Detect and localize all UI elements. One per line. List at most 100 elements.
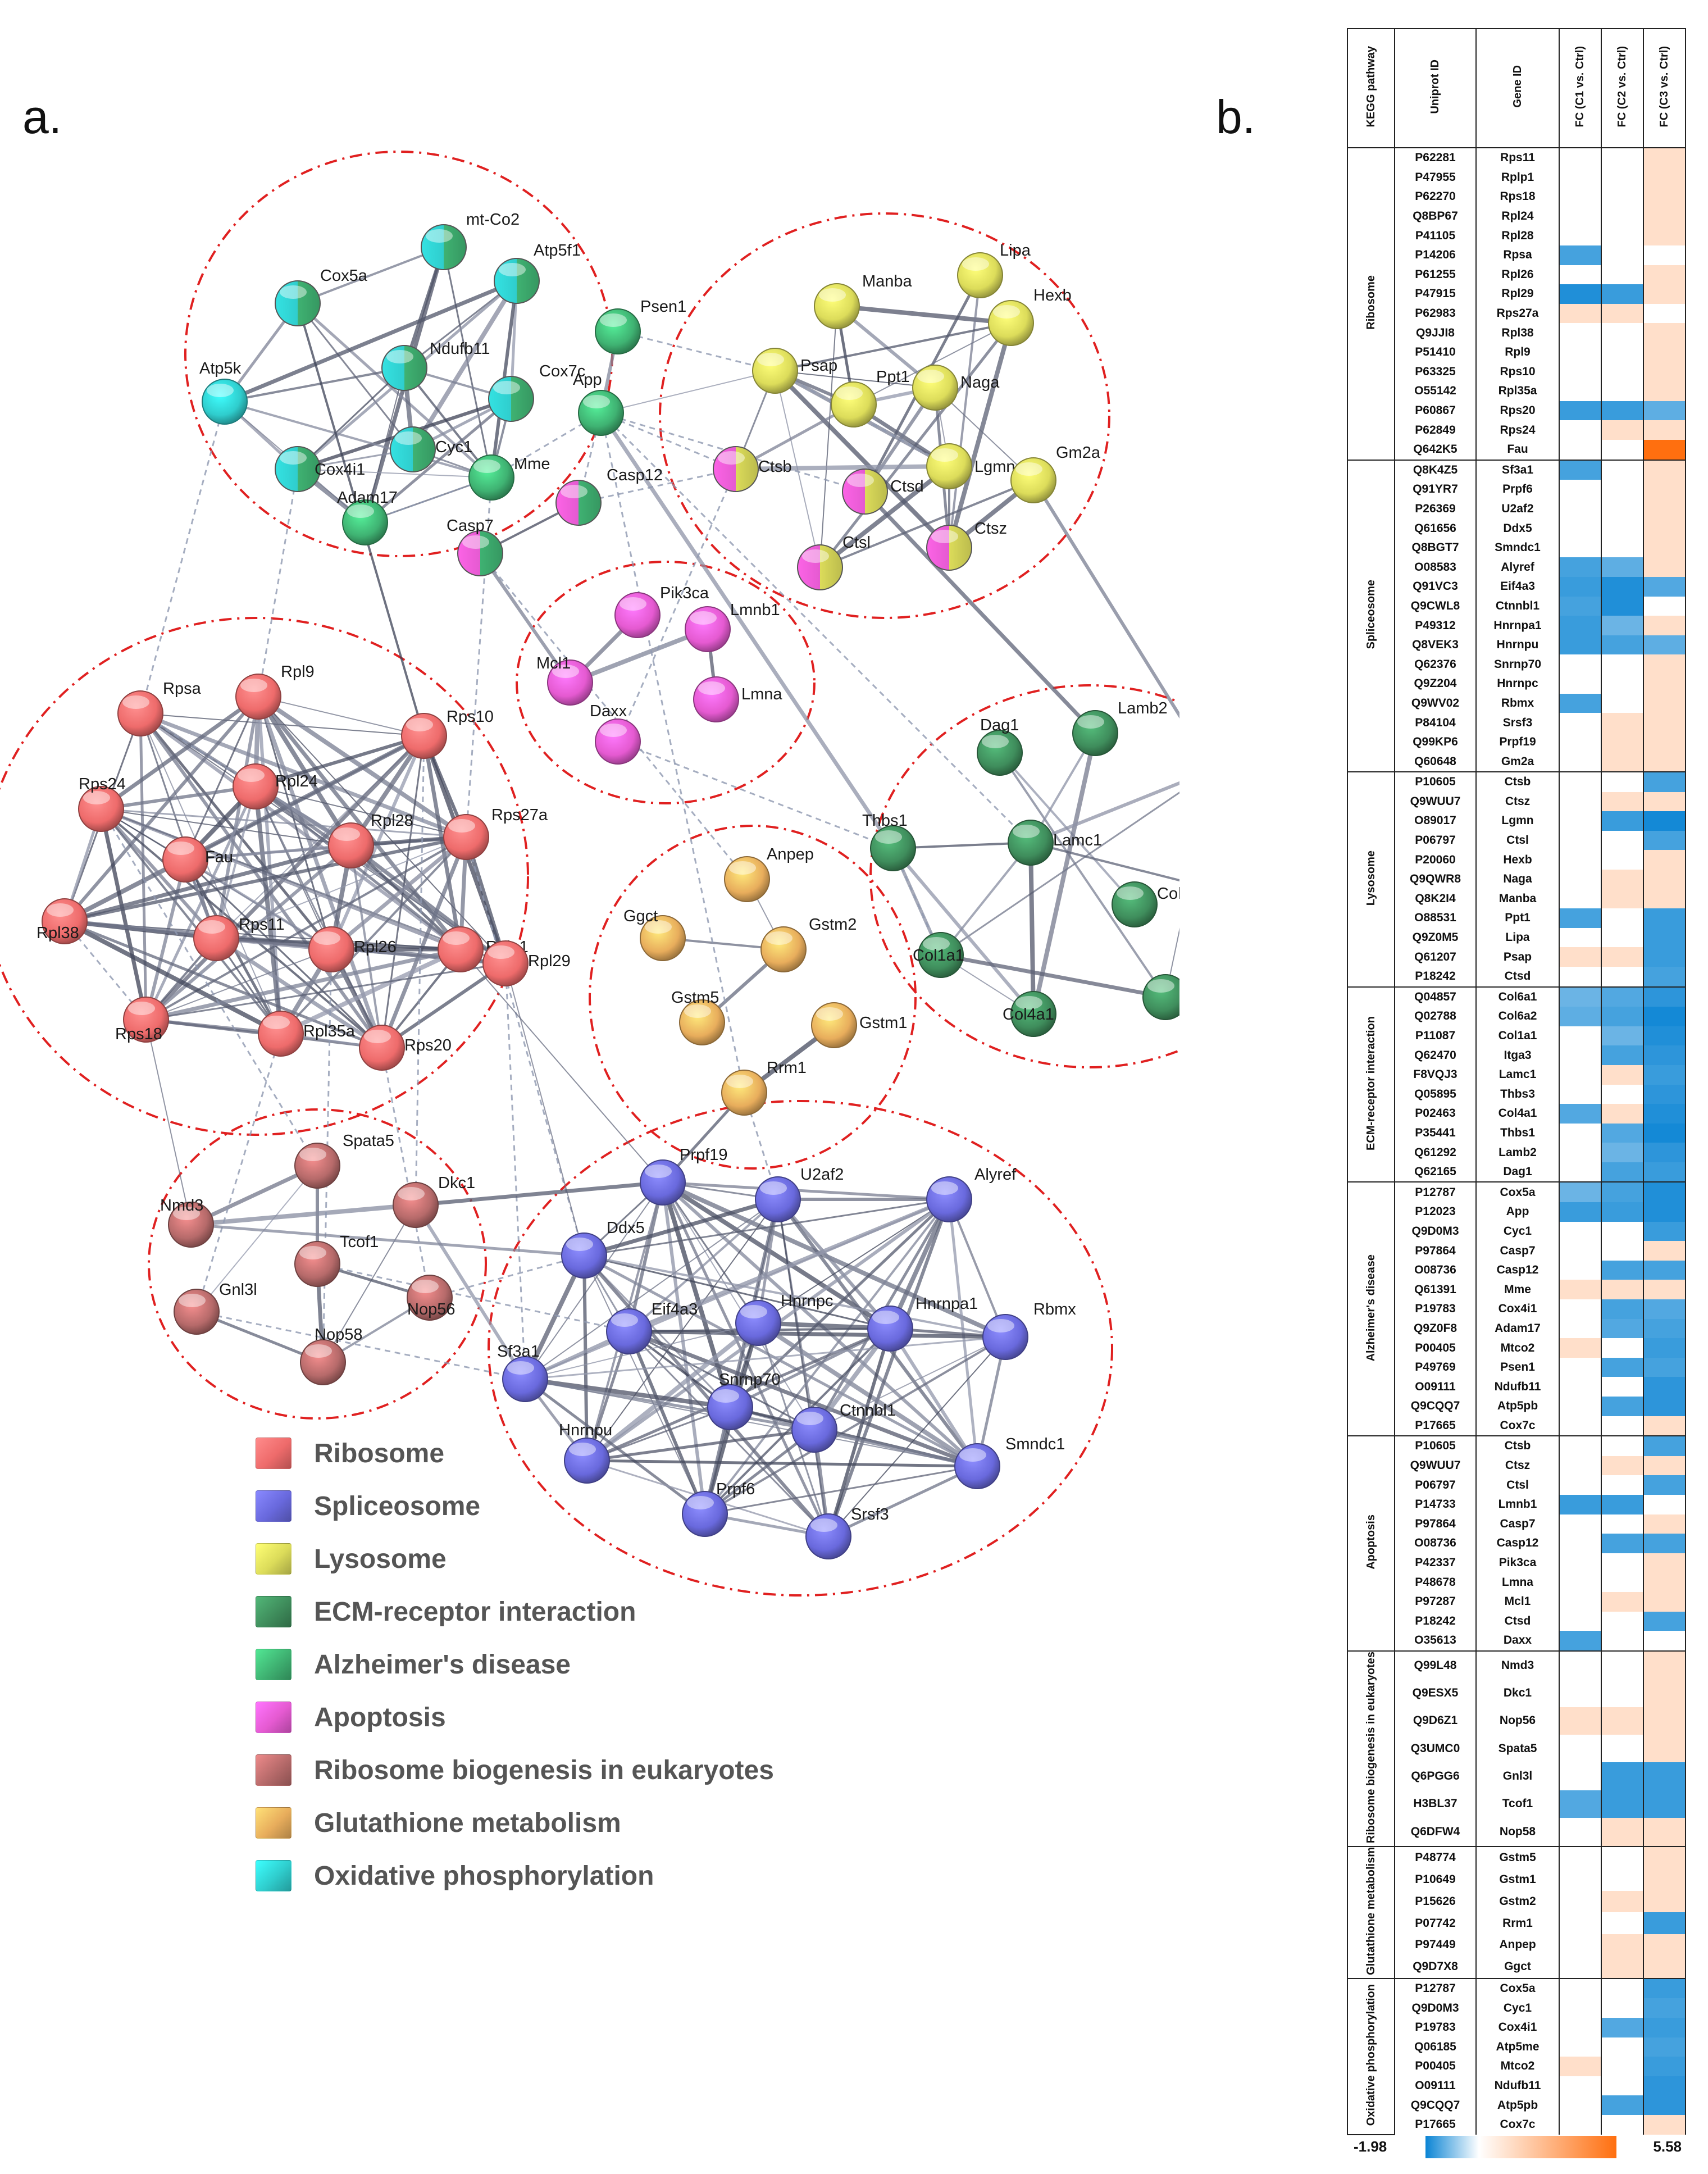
legend-swatch (256, 1438, 292, 1469)
table-row: O55142 Rpl35a (1347, 381, 1686, 401)
table-row: Q6DFW4 Nop58 (1347, 1818, 1686, 1846)
network-node-rpl35a: Rpl35a (258, 1011, 356, 1057)
table-row: O88531 Ppt1 (1347, 908, 1686, 928)
uniprot-id-cell: P48678 (1394, 1572, 1477, 1592)
uniprot-id-cell: Q9ESX5 (1394, 1679, 1477, 1707)
fc-c1-cell (1559, 1679, 1602, 1707)
fc-c3-cell (1643, 459, 1686, 480)
network-node-sf3a1: Sf3a1 (497, 1343, 548, 1402)
fc-c3-cell (1643, 1553, 1686, 1573)
fc-c1-cell (1559, 1934, 1602, 1956)
interaction-edge (569, 627, 709, 685)
legend-label: Spliceosome (314, 1491, 481, 1521)
fc-c3-cell (1643, 693, 1686, 713)
fc-c1-cell (1559, 635, 1602, 655)
fc-c3-cell (1643, 1934, 1686, 1956)
table-row: Q61656 Ddx5 (1347, 519, 1686, 538)
legend-swatch (256, 1649, 292, 1680)
interaction-edge (662, 1182, 759, 1323)
uniprot-id-cell: P62983 (1394, 303, 1477, 324)
fc-c1-cell (1559, 2095, 1602, 2115)
interaction-edge (184, 858, 383, 1049)
interaction-edge (190, 1163, 318, 1227)
legend-label: Apoptosis (314, 1702, 446, 1732)
gene-id-cell: Rps18 (1475, 187, 1560, 207)
interaction-edge (600, 412, 1032, 844)
gene-id-cell: Rpl38 (1475, 323, 1560, 343)
fc-c2-cell (1601, 1762, 1644, 1790)
panel-a-label: a. (22, 90, 62, 143)
interaction-edge (415, 1180, 663, 1207)
uniprot-id-cell: P07742 (1394, 1912, 1477, 1935)
pathway-group-label: Glutathione metabolism (1364, 1846, 1377, 1975)
fc-c1-cell (1559, 1591, 1602, 1612)
fc-c1-cell (1559, 1377, 1602, 1397)
gene-id-cell: Itga3 (1475, 1045, 1560, 1065)
interaction-edge (99, 695, 260, 811)
gene-id-cell: Ctsz (1475, 1456, 1560, 1476)
uniprot-id-cell: Q9CQQ7 (1394, 1397, 1477, 1416)
table-row: P00405 Mtco2 (1347, 2057, 1686, 2076)
network-node-gstm5: Gstm5 (671, 989, 725, 1045)
network-node-rpl38: Rpl38 (37, 898, 88, 944)
fc-c2-cell (1601, 1318, 1644, 1339)
table-row: Lysosome P10605 Ctsb (1347, 771, 1686, 988)
uniprot-id-cell: Q6DFW4 (1394, 1818, 1477, 1846)
interaction-edge (775, 370, 950, 467)
fc-c1-cell (1559, 654, 1602, 675)
interaction-edge (583, 1254, 978, 1468)
network-node-spata5: Spata5 (294, 1132, 394, 1189)
fc-c1-cell (1559, 1998, 1602, 2018)
table-row: Glutathione metabolism P48774 Gstm5 (1347, 1845, 1686, 1979)
table-row: Q62470 Itga3 (1347, 1045, 1686, 1065)
fc-c1-cell (1559, 1065, 1602, 1085)
interaction-edge (775, 370, 936, 388)
network-node-gstm1: Gstm1 (811, 1002, 907, 1048)
gene-id-cell: Rps27a (1475, 303, 1560, 324)
fc-c1-cell (1559, 1435, 1602, 1456)
table-row: Ribosome P62281 Rps11 (1347, 147, 1686, 461)
interaction-edge (145, 947, 461, 1022)
kegg-fold-change-table: KEGG pathway Uniprot ID Gene ID FC (C1 v… (1347, 28, 1686, 2135)
fc-c2-cell (1601, 1818, 1644, 1846)
interaction-edge (139, 712, 462, 951)
table-row: Q91VC3 Eif4a3 (1347, 577, 1686, 597)
fc-c2-cell (1601, 1181, 1644, 1203)
node-label: Nmd3 (160, 1197, 203, 1215)
interaction-edge (139, 711, 467, 839)
interaction-edge (584, 1255, 705, 1514)
legend-swatch (256, 1860, 292, 1891)
fc-c3-cell (1643, 1679, 1686, 1707)
fc-c1-cell (1559, 187, 1602, 207)
header-fc-c2: FC (C2 vs. Ctrl) (1601, 28, 1644, 148)
fc-c2-cell (1601, 1143, 1644, 1162)
node-label: Lmnb1 (730, 601, 780, 619)
fc-c3-cell (1643, 420, 1686, 440)
interaction-edge (505, 963, 585, 1256)
fc-c1-cell (1559, 1631, 1602, 1651)
pathway-group-label: Spliceosome (1364, 580, 1377, 649)
fc-c1-cell (1559, 1572, 1602, 1592)
interaction-edge (819, 479, 1034, 568)
interaction-edge (144, 785, 257, 1021)
uniprot-id-cell: F8VQJ3 (1394, 1065, 1477, 1085)
fc-c2-cell (1601, 908, 1644, 928)
uniprot-id-cell: P12023 (1394, 1202, 1477, 1222)
network-node-hexb: Hexb (988, 286, 1072, 346)
fc-c2-cell (1601, 1045, 1644, 1065)
fc-c2-cell (1601, 1494, 1644, 1514)
node-label: Mme (514, 455, 550, 473)
fc-c3-cell (1643, 1123, 1686, 1143)
node-label: Rps18 (115, 1025, 162, 1043)
table-row: P00405 Mtco2 (1347, 1338, 1686, 1358)
node-label: Nop56 (407, 1300, 455, 1318)
gene-id-cell: Nmd3 (1475, 1650, 1560, 1680)
interaction-edge (380, 836, 468, 1049)
interaction-edge (411, 279, 519, 451)
uniprot-id-cell: P19783 (1394, 1299, 1477, 1319)
interaction-edge (99, 808, 218, 939)
gene-id-cell: Adam17 (1475, 1318, 1560, 1339)
network-node-ctsd: Ctsd (842, 469, 924, 515)
gene-id-cell: Sf3a1 (1475, 459, 1560, 480)
gene-id-cell: App (1475, 1202, 1560, 1222)
